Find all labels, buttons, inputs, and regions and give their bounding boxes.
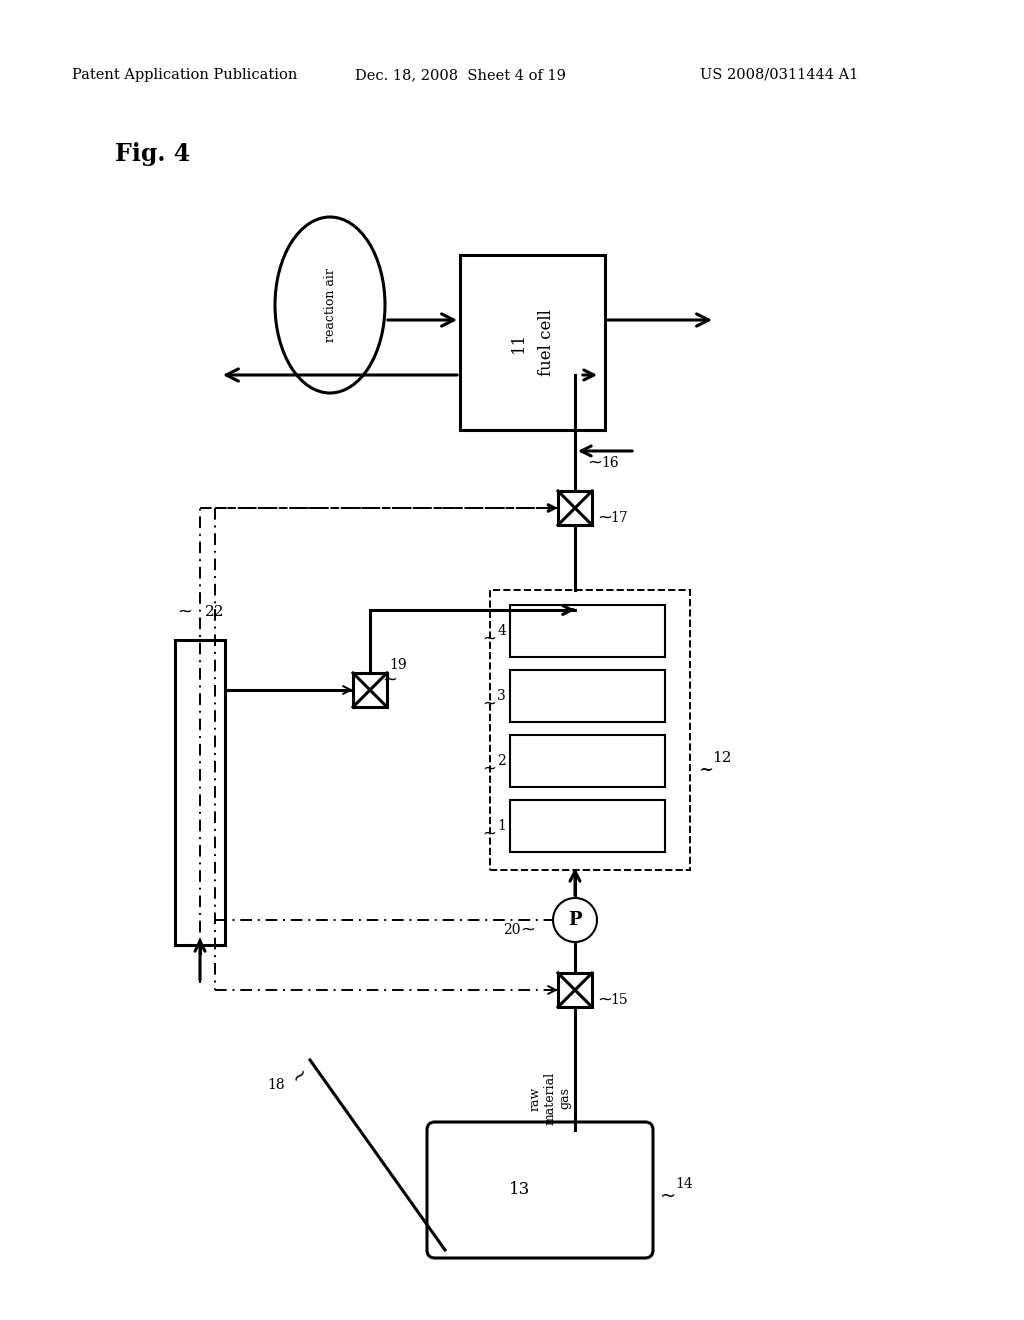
Bar xyxy=(353,673,387,708)
Text: ~: ~ xyxy=(698,762,713,779)
Text: 13: 13 xyxy=(509,1181,530,1199)
Bar xyxy=(175,640,225,945)
Text: ~: ~ xyxy=(482,760,496,777)
Text: ~: ~ xyxy=(482,696,496,713)
Text: US 2008/0311444 A1: US 2008/0311444 A1 xyxy=(700,69,858,82)
Text: ~: ~ xyxy=(382,671,397,689)
Text: ~: ~ xyxy=(482,825,496,843)
Bar xyxy=(558,973,592,1007)
Bar xyxy=(510,735,665,787)
Text: ~: ~ xyxy=(482,630,496,648)
Text: ~: ~ xyxy=(597,991,612,1008)
Text: 1: 1 xyxy=(497,818,506,833)
Text: Dec. 18, 2008  Sheet 4 of 19: Dec. 18, 2008 Sheet 4 of 19 xyxy=(355,69,566,82)
Text: 17: 17 xyxy=(610,511,628,525)
Bar xyxy=(510,671,665,722)
Text: 16: 16 xyxy=(601,455,618,470)
Text: P: P xyxy=(568,911,582,929)
Text: ~: ~ xyxy=(288,1063,312,1088)
Text: 2: 2 xyxy=(498,754,506,768)
Text: Fig. 4: Fig. 4 xyxy=(115,143,190,166)
Text: 20: 20 xyxy=(504,923,521,937)
Text: 14: 14 xyxy=(675,1177,693,1191)
Text: 3: 3 xyxy=(498,689,506,704)
Text: 19: 19 xyxy=(389,657,407,672)
Text: 18: 18 xyxy=(267,1078,285,1092)
Bar xyxy=(558,491,592,525)
Text: 22: 22 xyxy=(205,605,224,619)
Bar xyxy=(510,800,665,851)
Text: reaction air: reaction air xyxy=(324,268,337,342)
Text: 4: 4 xyxy=(497,624,506,638)
Text: raw
material
gas: raw material gas xyxy=(528,1072,571,1125)
Text: ~: ~ xyxy=(597,510,612,527)
Text: 11
fuel cell: 11 fuel cell xyxy=(510,309,555,376)
Text: ~: ~ xyxy=(587,454,602,473)
Bar xyxy=(510,605,665,657)
Bar xyxy=(460,255,605,430)
Circle shape xyxy=(553,898,597,942)
Text: ~: ~ xyxy=(660,1187,677,1205)
Ellipse shape xyxy=(275,216,385,393)
Text: 15: 15 xyxy=(610,993,628,1007)
Bar xyxy=(490,590,690,870)
Text: ~: ~ xyxy=(520,921,535,939)
Text: Patent Application Publication: Patent Application Publication xyxy=(72,69,297,82)
FancyBboxPatch shape xyxy=(427,1122,653,1258)
Text: 12: 12 xyxy=(712,751,731,766)
Text: ~: ~ xyxy=(177,603,193,620)
